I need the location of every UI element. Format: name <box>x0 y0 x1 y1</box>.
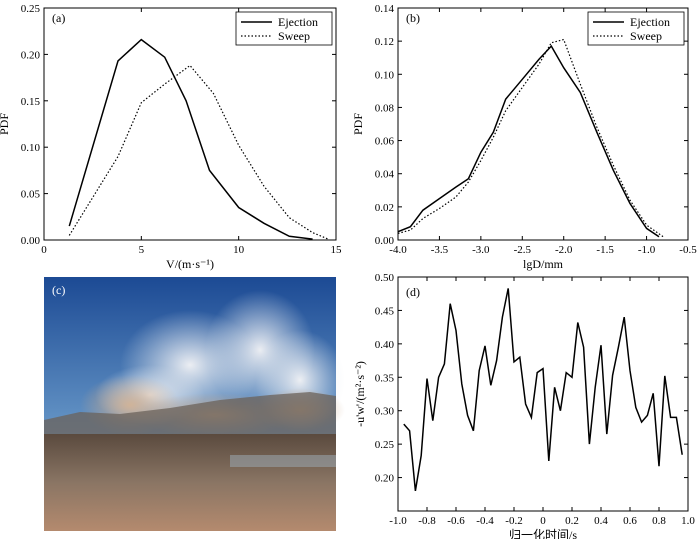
legend-box <box>587 11 685 46</box>
legend-label: Ejection <box>278 15 318 29</box>
plot-frame <box>43 7 337 241</box>
x-axis-label: V/(m·s⁻¹) <box>166 257 214 271</box>
x-tick-label: -1.0 <box>638 244 656 256</box>
x-tick-label: -2.0 <box>555 244 573 256</box>
y-tick-label: 0.15 <box>21 96 41 108</box>
x-tick-label: -1.5 <box>596 244 614 256</box>
y-tick-label: 0.10 <box>375 69 395 81</box>
photo-water <box>230 455 336 467</box>
y-tick-label: 0.05 <box>21 189 41 201</box>
panel-label: (b) <box>406 11 420 25</box>
x-tick-label: 0.2 <box>565 515 579 527</box>
photo-ground <box>44 434 336 531</box>
panel-a-velocity-pdf: 0 5 10 15 0.00 0.05 0.10 0.15 0.20 0.25 V/(m·s⁻¹) P… <box>0 3 342 271</box>
y-tick-label: 0.00 <box>375 235 395 247</box>
panel-b-grain-size-pdf: -4.0 -3.5 -3.0 -2.5 -2.0 -1.5 -1.0 -0.5 0.00 0.02… <box>351 3 697 271</box>
x-axis-label: 归一化时间/s <box>509 528 577 539</box>
y-tick-label: 0.35 <box>375 372 395 384</box>
series-line-ejection <box>397 44 660 238</box>
panel-label: (d) <box>406 285 420 299</box>
y-tick-label: 0.50 <box>375 272 395 284</box>
y-tick-label: 0.08 <box>375 102 395 114</box>
y-tick-label: 0.02 <box>375 202 394 214</box>
x-tick-label: 0 <box>41 244 47 256</box>
panel-label: (a) <box>52 11 65 25</box>
series-line-sweep <box>68 64 329 240</box>
x-axis-label: lgD/mm <box>523 257 564 271</box>
y-tick-label: 0.45 <box>375 305 395 317</box>
y-tick-label: 0.04 <box>375 169 395 181</box>
x-tick-label: 5 <box>139 244 145 256</box>
y-axis-label: -u'w'/(m²·s⁻²) <box>353 361 367 427</box>
x-tick-label: -0.2 <box>505 515 522 527</box>
y-axis-label: PDF <box>0 113 11 135</box>
x-tick-label: -0.6 <box>447 515 465 527</box>
x-tick-label: 0.6 <box>623 515 637 527</box>
x-tick-label: 15 <box>331 244 343 256</box>
x-tick-label: 0 <box>540 515 546 527</box>
panel-d-stress-timeseries: -1.0 -0.8 -0.6 -0.4 -0.2 0 0.2 0.4 0.6 0.8 1.0 0.20… <box>353 272 695 539</box>
x-tick-label: -0.5 <box>679 244 697 256</box>
y-tick-label: 0.25 <box>375 439 395 451</box>
y-tick-label: 0.20 <box>21 49 41 61</box>
photo-hills <box>44 392 336 436</box>
x-tick-label: -0.8 <box>418 515 436 527</box>
plot-frame <box>397 7 689 241</box>
y-tick-label: 0.25 <box>21 3 41 15</box>
x-tick-label: 0.4 <box>594 515 608 527</box>
series-line-main <box>403 288 683 492</box>
legend-label: Ejection <box>630 15 670 29</box>
x-tick-label: -1.0 <box>389 515 407 527</box>
y-tick-label: 0.14 <box>375 3 395 15</box>
y-tick-label: 0.20 <box>375 473 395 485</box>
legend-box <box>235 11 333 46</box>
y-axis-label: PDF <box>351 113 365 135</box>
y-tick-label: 0.00 <box>21 235 41 247</box>
y-tick-label: 0.12 <box>375 36 394 48</box>
y-tick-label: 0.10 <box>21 142 41 154</box>
panel-c-photo: (c) <box>44 277 345 531</box>
x-tick-label: -0.4 <box>476 515 494 527</box>
x-tick-label: -3.0 <box>472 244 490 256</box>
plot-frame <box>397 276 689 512</box>
x-tick-label: -4.0 <box>389 244 407 256</box>
x-tick-label: 10 <box>233 244 245 256</box>
x-tick-label: -3.5 <box>431 244 449 256</box>
x-tick-label: 1.0 <box>681 515 695 527</box>
y-tick-label: 0.06 <box>375 136 395 148</box>
y-tick-label: 0.40 <box>375 339 395 351</box>
legend-label: Sweep <box>278 29 310 43</box>
photo-panel-label: (c) <box>52 283 65 297</box>
x-tick-label: 0.8 <box>652 515 666 527</box>
legend-label: Sweep <box>630 29 662 43</box>
y-tick-label: 0.30 <box>375 406 395 418</box>
series-line-sweep <box>397 38 664 238</box>
series-line-ejection <box>68 38 313 240</box>
x-tick-label: -2.5 <box>514 244 532 256</box>
